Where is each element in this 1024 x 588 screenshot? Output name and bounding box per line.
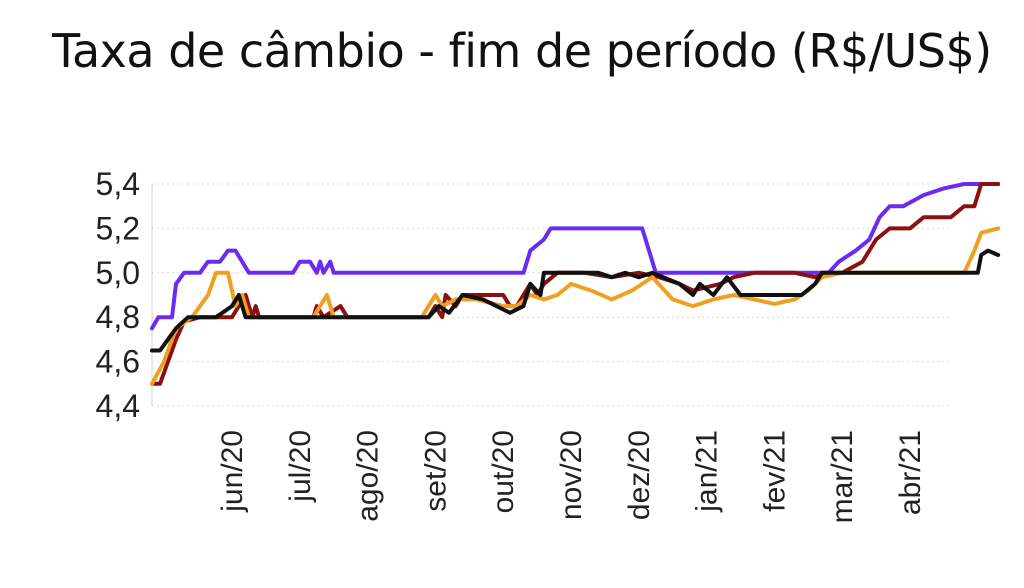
x-tick-label: mar/21 (826, 430, 859, 523)
x-tick-label: jan/21 (691, 430, 724, 513)
x-tick-label: nov/20 (555, 430, 588, 520)
x-tick-label: jun/20 (216, 430, 249, 513)
x-tick-label: abr/21 (894, 430, 927, 515)
x-tick-label: fev/21 (758, 430, 791, 512)
x-axis: jun/20 jul/20 ago/20 set/20 out/20 nov/20 dez/… (216, 430, 927, 523)
y-tick-label: 5,4 (96, 166, 140, 202)
series-line-3 (150, 226, 1001, 386)
x-tick-label: ago/20 (352, 430, 385, 522)
y-tick-label: 4,4 (96, 388, 140, 424)
series-line-4 (150, 248, 1001, 353)
x-tick-label: out/20 (487, 430, 520, 513)
y-tick-label: 4,6 (96, 344, 140, 380)
y-tick-label: 4,8 (96, 299, 140, 335)
series-group (150, 182, 1001, 386)
y-tick-label: 5,0 (96, 255, 140, 291)
chart-title: Taxa de câmbio - fim de período (R$/US$) (52, 24, 992, 78)
series-line-1 (150, 182, 1001, 331)
y-axis: 5,4 5,2 5,0 4,8 4,6 4,4 (96, 166, 140, 424)
x-tick-label: jul/20 (284, 430, 317, 503)
x-tick-label: dez/20 (623, 430, 656, 520)
y-tick-label: 5,2 (96, 210, 140, 246)
x-tick-label: set/20 (419, 430, 452, 512)
